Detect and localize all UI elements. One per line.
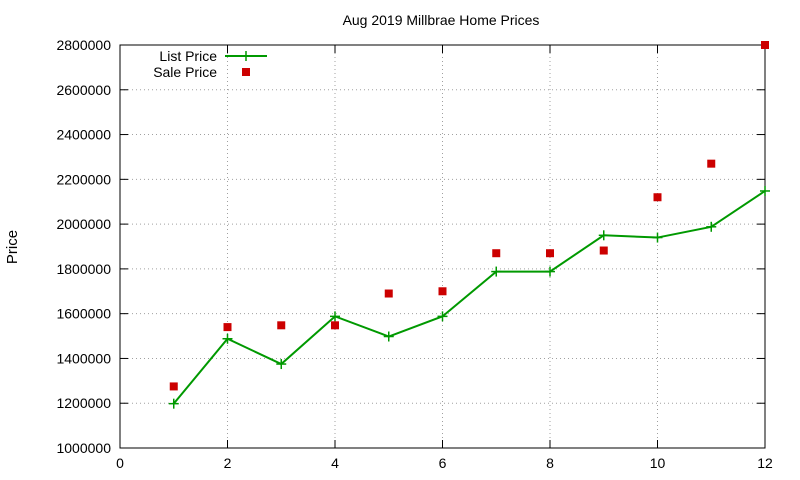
- y-tick-label: 1200000: [56, 395, 111, 411]
- y-tick-label: 2000000: [56, 216, 111, 232]
- series-layer: [168, 41, 770, 409]
- sale-price-point: [599, 246, 608, 255]
- list-price-point: [652, 232, 663, 243]
- y-tick-label: 1000000: [56, 440, 111, 456]
- y-tick-label: 2800000: [56, 37, 111, 53]
- x-tick-label: 4: [331, 455, 339, 471]
- list-price-point: [276, 359, 287, 370]
- list-price-point: [383, 331, 394, 342]
- sale-price-point: [438, 287, 447, 296]
- list-price-point: [168, 398, 179, 409]
- x-tick-label: 12: [757, 455, 773, 471]
- sale-price-point: [761, 41, 769, 49]
- list-price-point: [330, 311, 340, 322]
- sale-price-point: [223, 323, 232, 332]
- x-tick-label: 10: [650, 455, 666, 471]
- list-price-point: [545, 266, 555, 277]
- list-price-point: [760, 185, 770, 196]
- list-price-point: [598, 230, 609, 241]
- list-price-point: [437, 311, 448, 322]
- sale-price-point: [169, 382, 178, 391]
- list-price-line: [172, 190, 766, 405]
- list-price-point: [491, 266, 502, 277]
- sale-price-point: [277, 321, 286, 330]
- y-tick-label: 1400000: [56, 350, 111, 366]
- list-price-point: [706, 221, 717, 232]
- sale-price-series: [169, 41, 769, 391]
- x-tick-label: 6: [439, 455, 447, 471]
- list-price-series: [168, 185, 770, 409]
- x-tick-label: 2: [224, 455, 232, 471]
- y-tick-label: 1600000: [56, 306, 111, 322]
- legend-swatch-marker: [241, 51, 251, 61]
- list-price-point: [222, 333, 233, 344]
- y-tick-label: 1800000: [56, 261, 111, 277]
- y-axis-title: Price: [4, 230, 21, 264]
- sale-price-point: [492, 249, 501, 258]
- sale-price-point: [653, 193, 662, 202]
- legend-swatch-square: [242, 68, 250, 76]
- y-tick-label: 2600000: [56, 82, 111, 98]
- x-tick-label: 8: [546, 455, 554, 471]
- x-tick-label: 0: [116, 455, 124, 471]
- legend-item-list-price: List Price: [159, 48, 267, 64]
- sale-price-point: [331, 321, 339, 330]
- sale-price-point: [546, 249, 554, 258]
- tick-layer: 1000000 1200000 1400000 1600000 1800000 20000…: [56, 37, 773, 471]
- sale-price-point: [707, 159, 716, 168]
- y-tick-label: 2400000: [56, 127, 111, 143]
- y-tick-label: 2200000: [56, 171, 111, 187]
- chart-title: Aug 2019 Millbrae Home Prices: [343, 12, 540, 28]
- grid-layer: [120, 45, 765, 448]
- legend-label: List Price: [159, 48, 217, 64]
- legend-label: Sale Price: [153, 64, 217, 80]
- legend-item-sale-price: Sale Price: [153, 64, 250, 80]
- sale-price-point: [384, 289, 393, 298]
